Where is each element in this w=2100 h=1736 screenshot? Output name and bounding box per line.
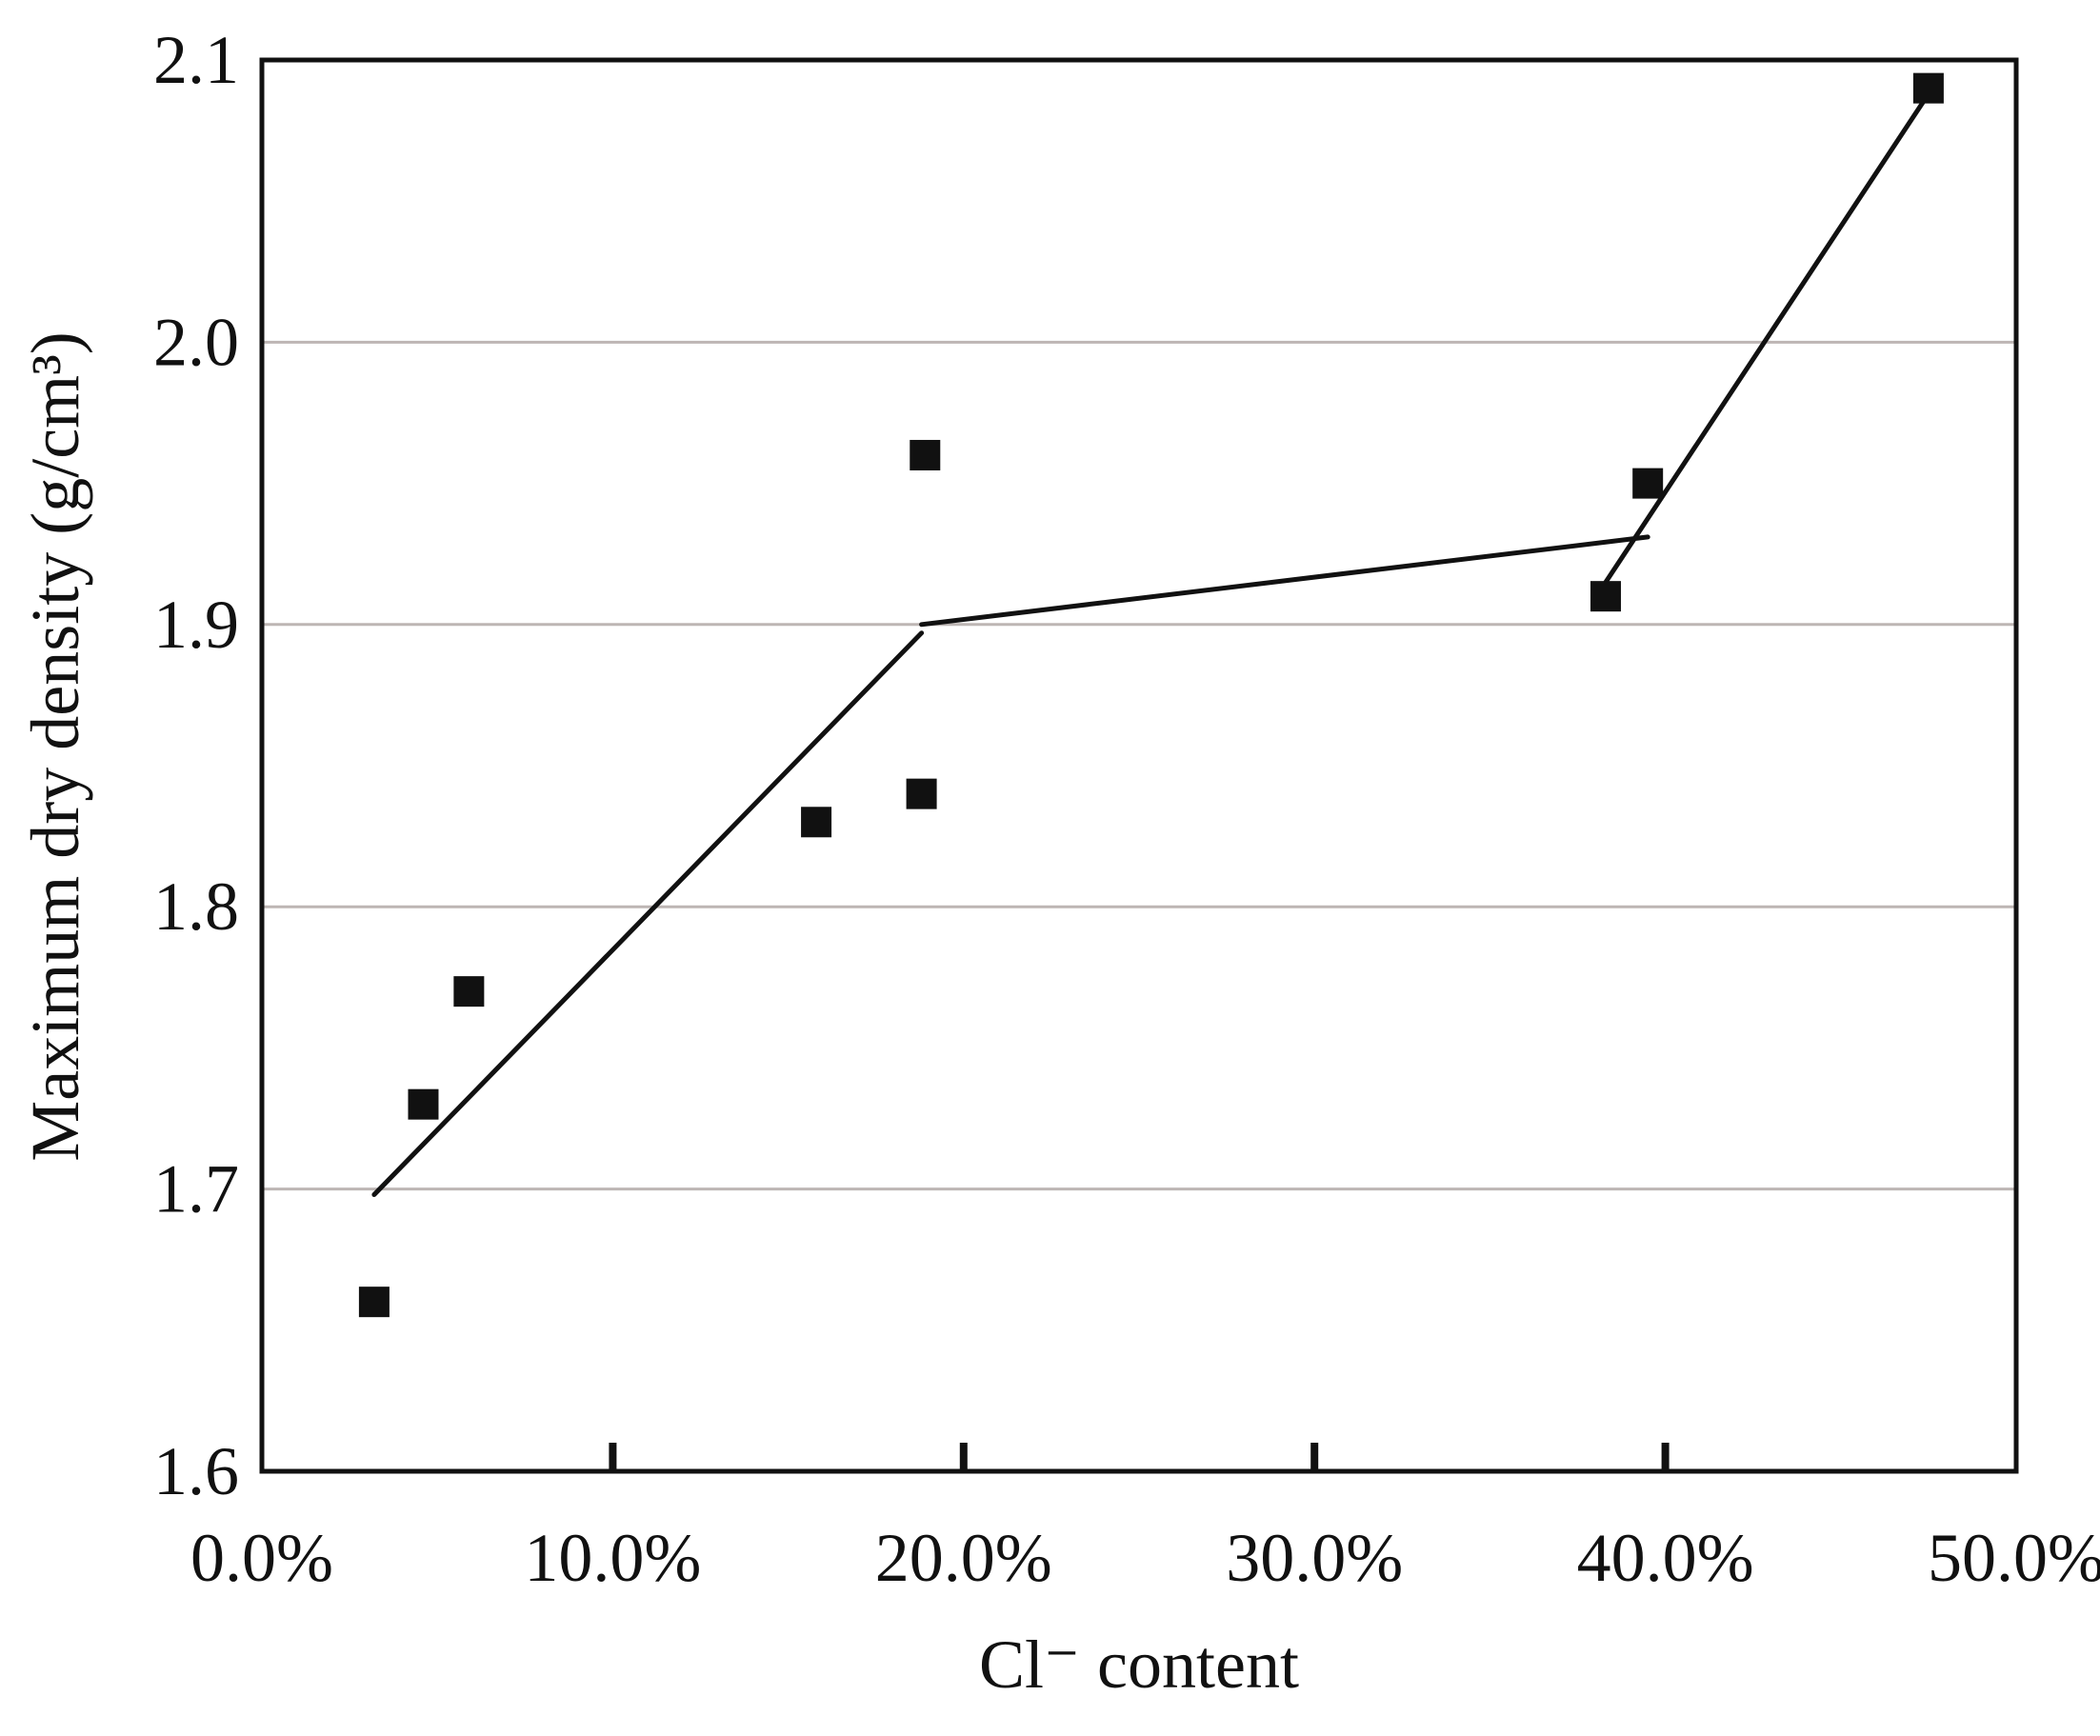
data-point xyxy=(1590,581,1621,612)
data-point xyxy=(453,976,485,1008)
y-axis-title: Maximum dry density (g/cm³) xyxy=(17,331,93,1161)
data-point xyxy=(358,1287,390,1318)
data-point xyxy=(1912,72,1944,104)
y-tick-label: 2.1 xyxy=(153,22,239,98)
data-point xyxy=(801,807,832,838)
y-tick-label: 1.7 xyxy=(153,1151,239,1227)
data-point xyxy=(910,439,941,470)
y-tick-label: 1.9 xyxy=(153,587,239,663)
trend-line-segment xyxy=(919,534,1650,628)
axis-ticks xyxy=(609,1443,1670,1471)
x-tick-label: 30.0% xyxy=(1226,1520,1403,1596)
y-tick-label: 1.6 xyxy=(153,1433,239,1509)
trend-line-segment xyxy=(371,630,925,1198)
plot-frame xyxy=(259,57,2019,1474)
grid-lines xyxy=(262,340,2016,1191)
y-tick-labels: 1.6 1.7 1.8 1.9 2.0 2.1 xyxy=(153,22,239,1509)
x-axis-title: Cl⁻ content xyxy=(979,1626,1299,1703)
data-point xyxy=(408,1088,439,1120)
y-tick-label: 2.0 xyxy=(153,304,239,380)
x-tick-label: 20.0% xyxy=(875,1520,1052,1596)
x-tick-label: 50.0% xyxy=(1928,1520,2100,1596)
data-point xyxy=(1632,468,1664,499)
y-tick-label: 1.8 xyxy=(153,868,239,945)
x-tick-label: 10.0% xyxy=(524,1520,701,1596)
x-tick-label: 0.0% xyxy=(190,1520,333,1596)
trend-line-segment xyxy=(1603,91,1931,585)
x-tick-label: 40.0% xyxy=(1577,1520,1754,1596)
x-tick-labels: 0.0% 10.0% 20.0% 30.0% 40.0% 50.0% xyxy=(190,1520,2100,1596)
data-points xyxy=(358,72,1944,1318)
trend-lines xyxy=(371,91,1931,1198)
data-point xyxy=(906,778,937,809)
